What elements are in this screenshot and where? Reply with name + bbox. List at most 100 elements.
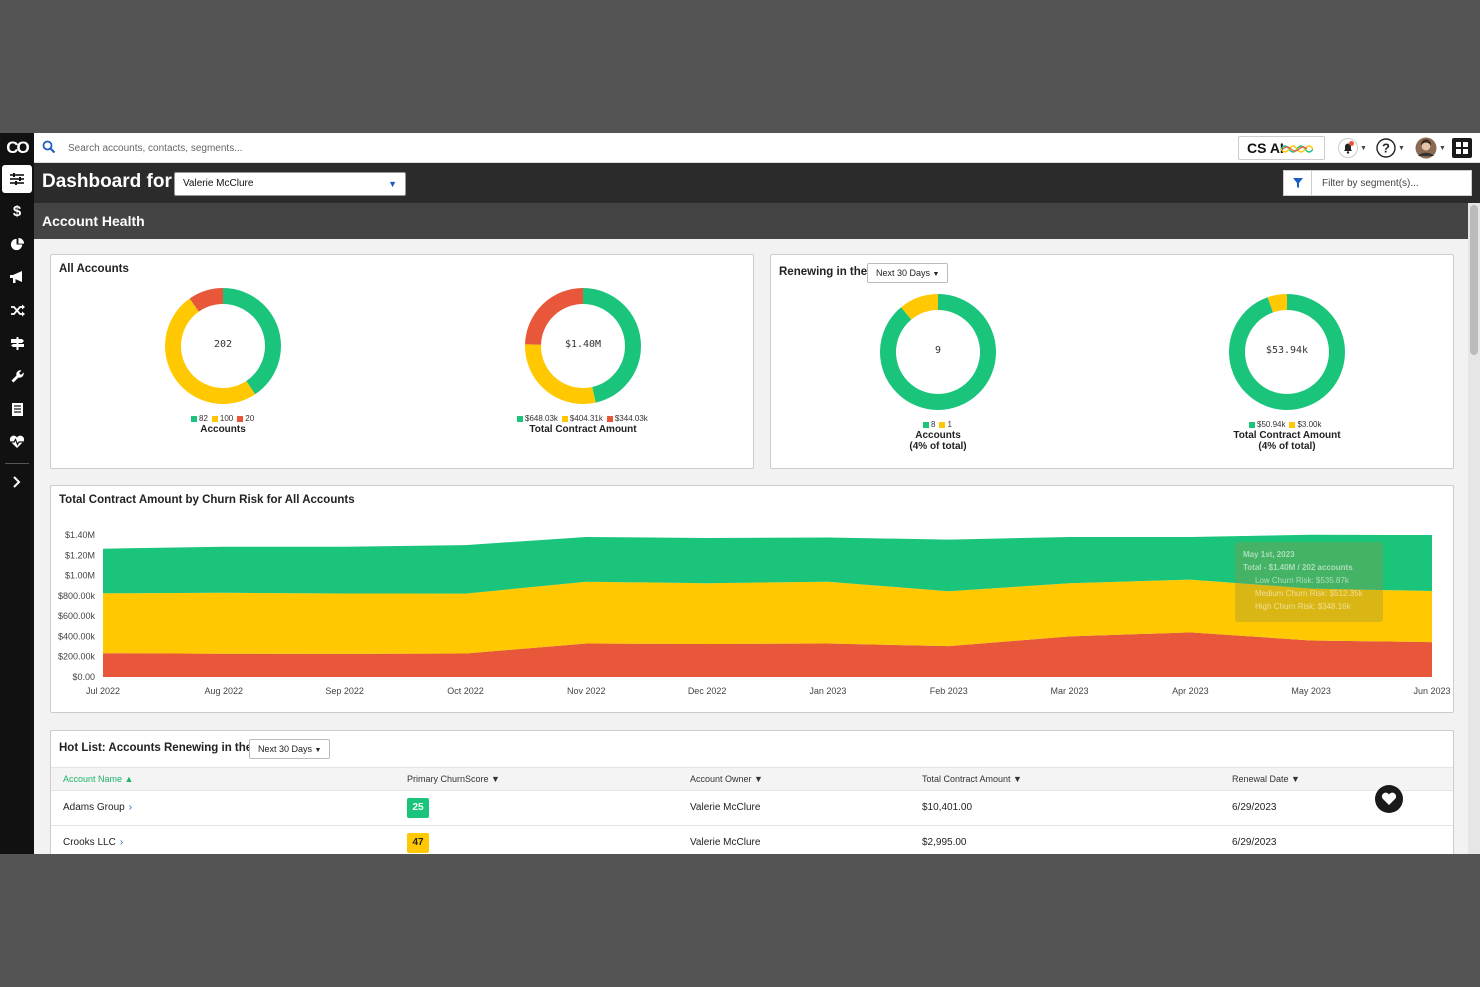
- chevron-down-icon: ▼: [1360, 144, 1367, 152]
- table-header: Account Name ▲ Primary ChurnScore ▼ Acco…: [51, 767, 1453, 791]
- medium-risk-segment[interactable]: [1229, 294, 1345, 410]
- churnscore-badge: 25: [407, 798, 429, 818]
- heart-pulse-icon[interactable]: [2, 428, 32, 456]
- app-logo[interactable]: CO: [6, 138, 30, 157]
- owner-select-value: Valerie McClure: [183, 178, 254, 189]
- account-owner: Valerie McClure: [690, 802, 761, 813]
- apps-grid-button[interactable]: [1452, 137, 1472, 159]
- renewing-accounts-legend: 8 1: [923, 420, 952, 429]
- tooltip-high: High Churn Risk: $348.16k: [1255, 602, 1351, 611]
- ai-wave-icon: [1281, 145, 1313, 153]
- legend-low: 8: [931, 420, 936, 429]
- help-button[interactable]: ? ▼: [1376, 137, 1405, 159]
- area-chart[interactable]: $0.00 $200.00k $400.00k $600.00k $800.00k $1.…: [51, 486, 1455, 714]
- chevron-right-icon: ›: [119, 837, 124, 848]
- y-tick-label: $800.00k: [58, 591, 96, 601]
- megaphone-icon[interactable]: [2, 263, 32, 291]
- donut-label: Total Contract Amount (4% of total): [1207, 430, 1367, 452]
- global-search-input[interactable]: [68, 139, 468, 157]
- legend-low: $50.94k: [1257, 420, 1286, 429]
- sliders-icon[interactable]: [2, 165, 32, 193]
- card-title: Renewing in the: [779, 266, 868, 278]
- scroll-thumb[interactable]: [1470, 205, 1478, 355]
- area-series-medium-churn-risk[interactable]: [103, 579, 1432, 654]
- user-menu-button[interactable]: ▼: [1415, 137, 1446, 159]
- dollar-icon[interactable]: $: [12, 202, 22, 220]
- filter-icon: [1292, 178, 1303, 188]
- donut-center-value: 202: [213, 339, 233, 350]
- segment-filter-input[interactable]: [1311, 170, 1472, 196]
- x-tick-label: Sep 2022: [325, 686, 364, 696]
- notifications-button[interactable]: ▼: [1338, 137, 1367, 159]
- chevron-right-icon[interactable]: [2, 468, 32, 496]
- area-series-high-churn-risk[interactable]: [103, 632, 1432, 677]
- y-tick-label: $400.00k: [58, 631, 96, 641]
- column-header-account-name[interactable]: Account Name ▲: [63, 774, 134, 784]
- dashboard-header: Dashboard for Valerie McClure ▼: [34, 163, 1480, 203]
- legend-medium: $3.00k: [1297, 420, 1322, 429]
- x-tick-label: Mar 2023: [1051, 686, 1089, 696]
- wrench-icon[interactable]: [2, 362, 32, 390]
- medium-risk-segment[interactable]: [165, 288, 281, 404]
- x-tick-label: Oct 2022: [447, 686, 484, 696]
- chevron-right-icon: ›: [128, 802, 133, 813]
- signpost-icon[interactable]: [2, 329, 32, 357]
- cs-ai-button[interactable]: CS AI: [1238, 136, 1325, 160]
- tooltip-date: May 1st, 2023: [1243, 550, 1295, 559]
- card-title: Hot List: Accounts Renewing in the: [59, 742, 253, 754]
- chevron-down-icon: ▼: [1439, 144, 1446, 152]
- renewing-accounts-donut[interactable]: 9: [879, 293, 997, 411]
- account-name-link[interactable]: Crooks LLC ›: [63, 837, 124, 848]
- column-header-owner[interactable]: Account Owner ▼: [690, 774, 763, 784]
- list-icon[interactable]: [2, 395, 32, 423]
- legend-high: $344.03k: [614, 414, 648, 423]
- donut-center-value: 9: [934, 345, 942, 356]
- medium-risk-segment[interactable]: [880, 294, 996, 410]
- period-select[interactable]: Next 30 Days ▼: [249, 739, 331, 759]
- table-row[interactable]: Crooks LLC › 47 Valerie McClure $2,995.00…: [51, 826, 1453, 854]
- period-select-value: Next 30 Days: [258, 744, 313, 754]
- donut-label-title: Accounts: [915, 430, 961, 441]
- account-name-link[interactable]: Adams Group ›: [63, 802, 133, 813]
- pie-chart-icon[interactable]: [2, 230, 32, 258]
- scrollbar[interactable]: [1468, 203, 1480, 854]
- contract-donut[interactable]: $1.40M: [524, 287, 642, 405]
- high-risk-segment[interactable]: [165, 288, 281, 404]
- x-tick-label: Dec 2022: [688, 686, 727, 696]
- low-risk-segment[interactable]: [525, 288, 641, 404]
- chart-title: Total Contract Amount by Churn Risk for …: [59, 494, 355, 506]
- grid-icon: [1452, 138, 1472, 158]
- renewing-contract-donut[interactable]: $53.94k: [1228, 293, 1346, 411]
- legend-medium: 1: [947, 420, 952, 429]
- favorite-button[interactable]: [1375, 785, 1403, 813]
- accounts-donut[interactable]: 202: [164, 287, 282, 405]
- owner-select[interactable]: Valerie McClure ▼: [174, 172, 406, 196]
- search-icon[interactable]: [42, 140, 56, 159]
- legend-medium: 100: [219, 414, 234, 423]
- page-title: Dashboard for: [42, 171, 172, 192]
- donut-label: Total Contract Amount: [529, 424, 637, 435]
- y-tick-label: $1.20M: [65, 550, 95, 560]
- medium-risk-segment[interactable]: [525, 288, 641, 404]
- y-tick-label: $0.00: [72, 672, 95, 682]
- period-select[interactable]: Next 30 Days ▼: [867, 263, 949, 283]
- hotlist-card: Hot List: Accounts Renewing in the Next …: [50, 730, 1454, 854]
- column-header-amount[interactable]: Total Contract Amount ▼: [922, 774, 1022, 784]
- column-header-renewal-date[interactable]: Renewal Date ▼: [1232, 774, 1300, 784]
- filter-button[interactable]: [1283, 170, 1311, 196]
- contract-legend: $648.03k $404.31k $344.03k: [517, 414, 648, 423]
- legend-low: 82: [199, 414, 208, 423]
- card-title: All Accounts: [59, 263, 129, 275]
- area-series-low-churn-risk[interactable]: [103, 534, 1432, 594]
- left-nav-rail: CO $: [0, 133, 34, 854]
- shuffle-icon[interactable]: [2, 296, 32, 324]
- x-tick-label: Jan 2023: [809, 686, 846, 696]
- x-tick-label: Apr 2023: [1172, 686, 1209, 696]
- donut-label-sub: (4% of total): [909, 441, 967, 452]
- table-row[interactable]: Adams Group › 25 Valerie McClure $10,401.…: [51, 791, 1453, 826]
- column-header-churnscore[interactable]: Primary ChurnScore ▼: [407, 774, 500, 784]
- churn-chart-card: Total Contract Amount by Churn Risk for …: [50, 485, 1454, 713]
- section-header: Account Health: [34, 203, 1468, 239]
- renewal-date: 6/29/2023: [1232, 837, 1277, 848]
- tooltip-total: Total - $1.40M / 202 accounts: [1243, 563, 1353, 572]
